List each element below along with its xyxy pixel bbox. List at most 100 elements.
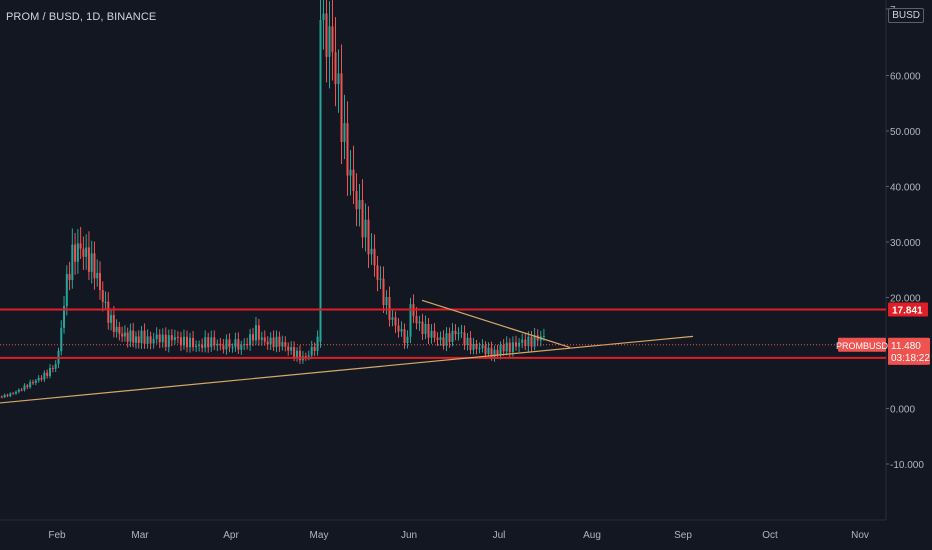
candle-body bbox=[424, 323, 427, 335]
candle-body bbox=[115, 326, 118, 332]
candle-body bbox=[90, 253, 93, 272]
candle-body bbox=[222, 345, 225, 350]
candle-body bbox=[68, 274, 71, 280]
candle-body bbox=[460, 332, 463, 334]
candle-body bbox=[158, 334, 161, 343]
candle-body bbox=[433, 330, 436, 338]
candle-body bbox=[51, 367, 54, 369]
candle-body bbox=[37, 378, 40, 381]
candle-body bbox=[143, 330, 146, 344]
candle-body bbox=[370, 248, 373, 255]
candle-body bbox=[463, 332, 466, 345]
candle-body bbox=[421, 321, 424, 335]
candle-body bbox=[290, 347, 293, 351]
countdown-tag: 03:18:22 bbox=[891, 353, 930, 364]
candle-body bbox=[170, 335, 173, 341]
candle-body bbox=[161, 334, 164, 343]
currency-badge[interactable]: BUSD bbox=[888, 8, 924, 23]
candle-body bbox=[376, 265, 379, 280]
candle-body bbox=[316, 336, 319, 351]
candle-body bbox=[121, 333, 124, 337]
candle-body bbox=[152, 339, 155, 344]
candle-body bbox=[505, 342, 508, 352]
candle-body bbox=[74, 244, 77, 262]
candle-body bbox=[322, 13, 325, 20]
candle-body bbox=[240, 345, 243, 350]
candle-body bbox=[243, 344, 246, 346]
candle-body bbox=[445, 333, 448, 346]
candle-body bbox=[427, 323, 430, 338]
candle-body bbox=[112, 315, 115, 332]
candle-body bbox=[43, 372, 46, 380]
candle-body bbox=[260, 337, 263, 340]
candle-body bbox=[134, 336, 137, 343]
candle-body bbox=[176, 336, 179, 338]
candle-body bbox=[457, 332, 460, 335]
candle-body bbox=[490, 347, 493, 358]
candle-body bbox=[388, 296, 391, 320]
candle-body bbox=[46, 372, 49, 376]
candle-body bbox=[26, 385, 29, 388]
candle-body bbox=[213, 337, 216, 346]
candle-body bbox=[164, 334, 167, 347]
candle-body bbox=[499, 345, 502, 355]
candle-body bbox=[182, 336, 185, 346]
candle-body bbox=[34, 380, 37, 383]
candle-body bbox=[29, 382, 32, 388]
candle-body bbox=[49, 367, 51, 376]
candle-body bbox=[6, 394, 9, 397]
candle-body bbox=[12, 393, 15, 395]
price-tag-bg bbox=[888, 337, 930, 365]
candle-body bbox=[484, 345, 487, 355]
candle-body bbox=[355, 190, 358, 210]
candle-body bbox=[454, 330, 457, 335]
candle-body bbox=[104, 301, 107, 303]
x-tick-label: May bbox=[310, 530, 329, 541]
candle-body bbox=[349, 169, 352, 176]
price-tag: 11.480 bbox=[891, 341, 921, 352]
candle-body bbox=[364, 219, 367, 238]
candle-body bbox=[451, 330, 454, 342]
candle-body bbox=[204, 337, 207, 348]
candle-body bbox=[478, 348, 481, 350]
candle-body bbox=[304, 356, 307, 358]
resistance-trendline bbox=[421, 299, 571, 349]
candle-body bbox=[439, 337, 442, 340]
candle-body bbox=[346, 123, 349, 176]
candle-body bbox=[511, 342, 514, 353]
candle-body bbox=[210, 337, 213, 348]
x-tick-label: Mar bbox=[131, 530, 149, 541]
candle-body bbox=[76, 243, 79, 262]
candle-body bbox=[71, 244, 74, 280]
candle-body bbox=[278, 336, 281, 347]
candle-body bbox=[475, 343, 478, 349]
candle-body bbox=[129, 330, 132, 342]
candle-body bbox=[252, 334, 255, 341]
candle-body bbox=[313, 346, 316, 351]
support-trendline bbox=[0, 335, 694, 404]
candle-body bbox=[352, 169, 355, 191]
candle-body bbox=[367, 219, 370, 255]
candle-body bbox=[385, 296, 388, 306]
candle-body bbox=[442, 337, 445, 346]
candle-body bbox=[216, 343, 219, 346]
candle-body bbox=[60, 327, 63, 352]
candle-body bbox=[65, 274, 68, 307]
x-tick-label: Apr bbox=[223, 530, 239, 541]
candle-body bbox=[524, 339, 527, 347]
candle-body bbox=[126, 332, 129, 342]
candle-body bbox=[85, 247, 88, 257]
y-tick-label: 40.000 bbox=[890, 183, 921, 194]
level-tag-bg bbox=[888, 302, 928, 317]
candle-body bbox=[219, 343, 222, 346]
candle-body bbox=[137, 336, 140, 344]
candle-body bbox=[466, 337, 469, 345]
candle-body bbox=[234, 339, 237, 348]
candle-body bbox=[269, 337, 272, 345]
candle-body bbox=[82, 248, 85, 257]
candle-body bbox=[340, 73, 343, 142]
candle-body bbox=[132, 330, 135, 343]
candle-body bbox=[307, 355, 310, 357]
candle-body bbox=[15, 391, 17, 394]
